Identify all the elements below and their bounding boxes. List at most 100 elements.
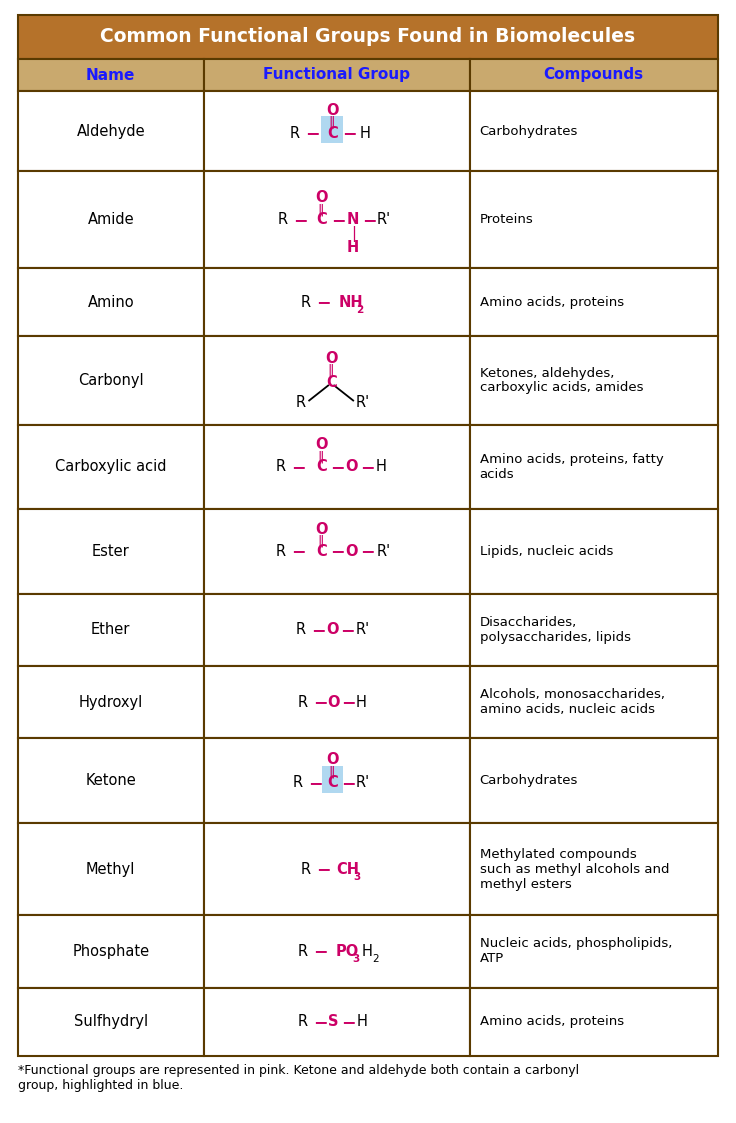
- Bar: [470, 738, 718, 823]
- Text: *Functional groups are represented in pink. Ketone and aldehyde both contain a c: *Functional groups are represented in pi…: [18, 1063, 579, 1092]
- Bar: [18, 738, 203, 823]
- Text: Methyl: Methyl: [86, 861, 135, 877]
- Text: H: H: [361, 944, 372, 959]
- Text: −: −: [340, 621, 355, 639]
- Text: −: −: [331, 211, 345, 229]
- Bar: [203, 666, 470, 738]
- Text: Carbonyl: Carbonyl: [78, 373, 144, 389]
- Text: O: O: [326, 622, 339, 637]
- Text: Functional Group: Functional Group: [263, 67, 410, 82]
- Text: Aldehyde: Aldehyde: [77, 124, 145, 139]
- Bar: [470, 60, 718, 91]
- Text: Amino: Amino: [88, 294, 134, 310]
- Text: Amino acids, proteins: Amino acids, proteins: [479, 295, 623, 309]
- Text: O: O: [325, 351, 337, 366]
- Bar: [203, 172, 470, 268]
- Bar: [18, 823, 203, 915]
- Text: −: −: [313, 693, 328, 711]
- Text: C: C: [326, 375, 336, 390]
- Bar: [470, 915, 718, 987]
- Text: −: −: [305, 125, 319, 143]
- Text: −: −: [362, 211, 376, 229]
- Bar: [470, 594, 718, 666]
- Text: Amino acids, proteins, fatty
acids: Amino acids, proteins, fatty acids: [479, 453, 663, 481]
- Text: Ketone: Ketone: [85, 773, 136, 788]
- Bar: [18, 509, 203, 594]
- Text: R': R': [356, 395, 370, 410]
- Text: −: −: [293, 211, 308, 229]
- Text: Proteins: Proteins: [479, 213, 534, 226]
- Text: 3: 3: [352, 955, 359, 965]
- Text: C: C: [316, 459, 327, 474]
- Bar: [470, 336, 718, 424]
- Text: Methylated compounds
such as methyl alcohols and
methyl esters: Methylated compounds such as methyl alco…: [479, 848, 669, 891]
- Text: R: R: [296, 622, 306, 637]
- Bar: [18, 172, 203, 268]
- Text: O: O: [345, 544, 358, 559]
- Bar: [203, 738, 470, 823]
- Text: −: −: [308, 774, 322, 792]
- Bar: [203, 268, 470, 336]
- Bar: [470, 823, 718, 915]
- Text: H: H: [376, 459, 386, 474]
- Bar: [18, 60, 203, 91]
- Text: ‖: ‖: [318, 450, 325, 464]
- Text: −: −: [330, 458, 344, 476]
- Text: R: R: [296, 395, 306, 410]
- Text: ‖: ‖: [318, 535, 325, 548]
- Text: R: R: [276, 544, 286, 559]
- Text: Name: Name: [86, 67, 135, 82]
- Text: R: R: [301, 861, 311, 877]
- Text: R: R: [298, 695, 308, 710]
- Text: |: |: [350, 226, 355, 241]
- Bar: [18, 987, 203, 1056]
- Bar: [203, 915, 470, 987]
- Text: −: −: [311, 621, 325, 639]
- Text: O: O: [326, 752, 339, 767]
- Text: Amino acids, proteins: Amino acids, proteins: [479, 1015, 623, 1029]
- Text: 2: 2: [372, 955, 378, 965]
- Text: R: R: [276, 459, 286, 474]
- Text: Carboxylic acid: Carboxylic acid: [55, 459, 166, 474]
- Bar: [18, 15, 718, 60]
- Text: Carbohydrates: Carbohydrates: [479, 125, 578, 138]
- Text: −: −: [342, 125, 356, 143]
- Text: Phosphate: Phosphate: [72, 944, 149, 959]
- Text: Common Functional Groups Found in Biomolecules: Common Functional Groups Found in Biomol…: [100, 27, 636, 46]
- Text: −: −: [330, 542, 344, 560]
- Bar: [203, 509, 470, 594]
- Bar: [203, 91, 470, 172]
- Bar: [203, 60, 470, 91]
- Bar: [470, 91, 718, 172]
- Text: O: O: [327, 695, 339, 710]
- Text: N: N: [347, 212, 359, 227]
- Text: −: −: [291, 458, 305, 476]
- Bar: [203, 594, 470, 666]
- Text: R': R': [377, 544, 392, 559]
- Text: R: R: [278, 212, 289, 227]
- Bar: [470, 424, 718, 509]
- Bar: [18, 268, 203, 336]
- Bar: [321, 116, 343, 144]
- Text: −: −: [341, 774, 355, 792]
- Text: 2: 2: [356, 305, 364, 316]
- Text: −: −: [313, 1013, 328, 1031]
- Bar: [203, 823, 470, 915]
- Text: −: −: [291, 542, 305, 560]
- Bar: [18, 91, 203, 172]
- Bar: [18, 915, 203, 987]
- Text: Alcohols, monosaccharides,
amino acids, nucleic acids: Alcohols, monosaccharides, amino acids, …: [479, 688, 665, 716]
- Text: R': R': [356, 775, 370, 791]
- Text: ‖: ‖: [328, 364, 334, 377]
- Text: 3: 3: [353, 873, 361, 882]
- Text: R': R': [356, 622, 370, 637]
- Text: Lipids, nucleic acids: Lipids, nucleic acids: [479, 545, 613, 558]
- Text: Ketones, aldehydes,
carboxylic acids, amides: Ketones, aldehydes, carboxylic acids, am…: [479, 366, 643, 394]
- Text: −: −: [316, 860, 330, 878]
- Text: R': R': [377, 212, 392, 227]
- Text: C: C: [316, 212, 327, 227]
- Text: C: C: [327, 775, 338, 791]
- Text: Nucleic acids, phospholipids,
ATP: Nucleic acids, phospholipids, ATP: [479, 938, 672, 966]
- Text: Hydroxyl: Hydroxyl: [79, 695, 143, 710]
- Bar: [470, 509, 718, 594]
